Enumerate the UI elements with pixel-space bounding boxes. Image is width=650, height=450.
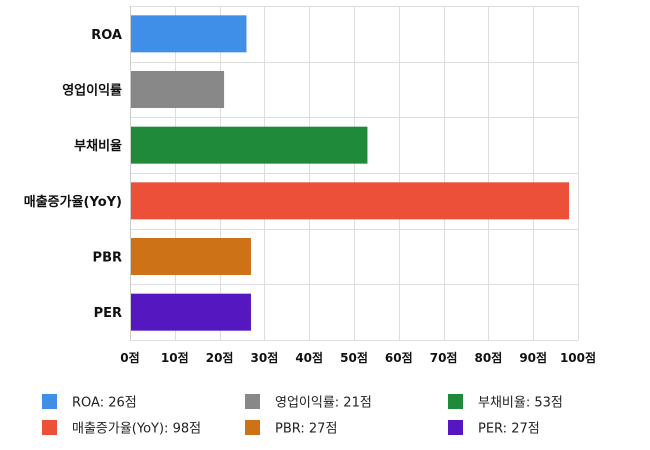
category-label: 부채비율 xyxy=(74,138,122,154)
bar xyxy=(131,15,247,53)
bar xyxy=(131,238,251,275)
category-label: 영업이익률 xyxy=(62,83,122,99)
bar xyxy=(131,71,225,108)
x-tick-label: 70점 xyxy=(430,350,458,365)
x-tick-labels: 0점 10점 20점 30점 40점 50점 60점 70점 80점 90점 100점 xyxy=(120,350,596,365)
category-label: 매출증가율(YoY) xyxy=(24,194,122,210)
legend-label: ROA: 26점 xyxy=(72,396,137,411)
x-tick-label: 90점 xyxy=(519,350,547,365)
x-tick-label: 20점 xyxy=(206,350,234,365)
legend-swatch xyxy=(245,394,260,409)
category-label: PBR xyxy=(93,251,122,266)
legend-label: PBR: 27점 xyxy=(275,422,337,437)
legend-label: 영업이익률: 21점 xyxy=(275,396,372,411)
x-tick-label: 60점 xyxy=(385,350,413,365)
category-label: PER xyxy=(94,306,122,321)
x-tick-label: 100점 xyxy=(560,350,596,365)
bar xyxy=(131,293,251,331)
category-label: ROA xyxy=(91,28,122,43)
legend-label: PER: 27점 xyxy=(478,422,540,437)
legend-swatch xyxy=(245,420,260,435)
bar xyxy=(131,182,570,220)
x-tick-label: 50점 xyxy=(340,350,368,365)
legend-label: 매출증가율(YoY): 98점 xyxy=(72,422,201,437)
x-tick-label: 30점 xyxy=(251,350,279,365)
bar-layer xyxy=(131,15,570,331)
x-tick-label: 0점 xyxy=(120,350,139,365)
legend-label: 부채비율: 53점 xyxy=(478,396,563,411)
legend-swatch xyxy=(42,394,57,409)
grid-layer xyxy=(130,6,579,341)
legend-swatch xyxy=(42,420,57,435)
x-tick-label: 10점 xyxy=(161,350,189,365)
legend-swatch xyxy=(448,420,463,435)
x-tick-label: 40점 xyxy=(295,350,323,365)
x-tick-label: 80점 xyxy=(475,350,503,365)
bar xyxy=(131,126,368,164)
legend-swatch xyxy=(448,394,463,409)
